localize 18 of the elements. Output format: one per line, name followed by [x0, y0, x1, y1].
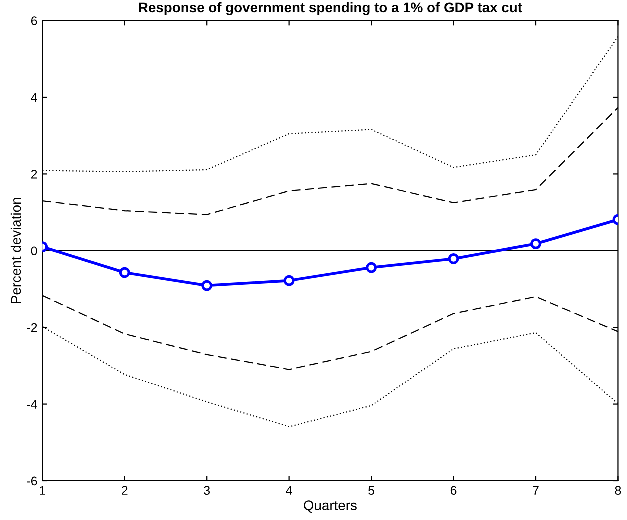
y-axis-title: Percent deviation — [10, 198, 22, 304]
y-tick-label: -4 — [27, 400, 38, 409]
x-tick-label: 2 — [122, 486, 128, 495]
y-tick-label: 6 — [31, 16, 38, 26]
y-tick-label: 4 — [31, 93, 38, 102]
y-tick-label: -6 — [27, 476, 38, 486]
chart-title: Response of government spending to a 1% of GDP tax cut — [139, 2, 522, 16]
x-tick-label: 1 — [40, 486, 46, 495]
y-tick-label: -2 — [27, 323, 38, 332]
x-tick-label: 6 — [450, 486, 457, 496]
x-axis-title: Quarters — [304, 500, 357, 513]
x-tick-label: 5 — [368, 486, 374, 496]
x-tick-label: 3 — [204, 486, 210, 496]
x-tick-label: 7 — [533, 486, 539, 495]
x-tick-label: 8 — [615, 486, 622, 496]
x-tick-label: 4 — [286, 486, 292, 495]
y-tick-label: 2 — [31, 170, 38, 179]
y-tick-label: 0 — [31, 246, 38, 256]
